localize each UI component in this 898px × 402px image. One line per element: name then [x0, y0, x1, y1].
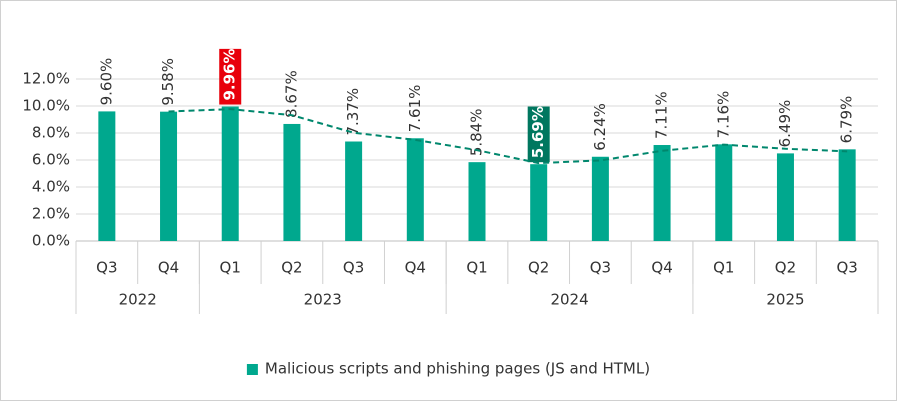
bar: [221, 106, 239, 241]
value-label: 9.96%: [221, 48, 239, 100]
value-label-group: 5.69%: [527, 106, 550, 163]
bar: [838, 149, 856, 241]
legend-swatch: [246, 364, 258, 375]
y-tick-label: 10.0%: [22, 97, 70, 115]
value-label: 6.49%: [776, 100, 794, 148]
x-tick-label: Q4: [158, 259, 179, 277]
value-label-group: 5.84%: [468, 109, 486, 157]
value-label: 7.16%: [714, 91, 732, 139]
bar: [345, 141, 363, 241]
x-tick-label: Q3: [836, 259, 857, 277]
bar: [591, 156, 609, 241]
value-label-group: 7.11%: [653, 91, 671, 139]
y-tick-label: 0.0%: [32, 232, 70, 250]
value-label-group: 7.61%: [406, 85, 424, 133]
x-tick-label: Q1: [466, 259, 487, 277]
value-label-group: 6.24%: [591, 103, 609, 151]
x-tick-label: Q4: [405, 259, 426, 277]
bar: [468, 162, 486, 241]
group-label: 2025: [766, 291, 804, 309]
value-label: 5.69%: [529, 106, 547, 158]
x-tick-label: Q1: [220, 259, 241, 277]
value-label-highlight: [219, 48, 242, 105]
value-label-group: 6.79%: [838, 96, 856, 144]
x-tick-label: Q3: [96, 259, 117, 277]
value-label: 7.37%: [344, 88, 362, 136]
bar: [653, 145, 671, 241]
trend-line: [168, 108, 848, 165]
value-label: 9.58%: [159, 58, 177, 106]
x-tick-label: Q3: [343, 259, 364, 277]
group-label: 2023: [304, 291, 342, 309]
value-label: 7.11%: [653, 91, 671, 139]
value-label-group: 9.60%: [97, 58, 115, 106]
y-tick-label: 4.0%: [32, 178, 70, 196]
bar: [776, 153, 794, 241]
value-label-group: 6.49%: [776, 100, 794, 148]
value-label-group: 7.16%: [714, 91, 732, 139]
x-tick-label: Q2: [775, 259, 796, 277]
group-label: 2024: [550, 291, 588, 309]
x-tick-label: Q4: [651, 259, 672, 277]
value-label: 6.24%: [591, 103, 609, 151]
x-tick-label: Q3: [590, 259, 611, 277]
group-label: 2022: [119, 291, 157, 309]
y-tick-label: 8.0%: [32, 124, 70, 142]
bar: [98, 111, 116, 242]
x-tick-label: Q2: [281, 259, 302, 277]
legend-label: Malicious scripts and phishing pages (JS…: [265, 360, 650, 378]
bar: [406, 138, 424, 241]
x-tick-label: Q1: [713, 259, 734, 277]
y-tick-label: 2.0%: [32, 205, 70, 223]
value-label: 5.84%: [468, 109, 486, 157]
value-label-highlight: [527, 106, 550, 163]
bar: [283, 123, 301, 241]
value-label-group: 7.37%: [344, 88, 362, 136]
value-label-group: 9.96%: [219, 48, 242, 105]
value-label: 9.60%: [97, 58, 115, 106]
bar: [530, 164, 548, 241]
value-label: 7.61%: [406, 85, 424, 133]
x-tick-label: Q2: [528, 259, 549, 277]
value-label: 8.67%: [282, 70, 300, 118]
y-tick-label: 12.0%: [22, 70, 70, 88]
value-label-group: 8.67%: [282, 70, 300, 118]
bar: [160, 111, 178, 241]
value-label: 6.79%: [838, 96, 856, 144]
value-label-group: 9.58%: [159, 58, 177, 106]
bar: [715, 144, 733, 241]
y-tick-label: 6.0%: [32, 151, 70, 169]
